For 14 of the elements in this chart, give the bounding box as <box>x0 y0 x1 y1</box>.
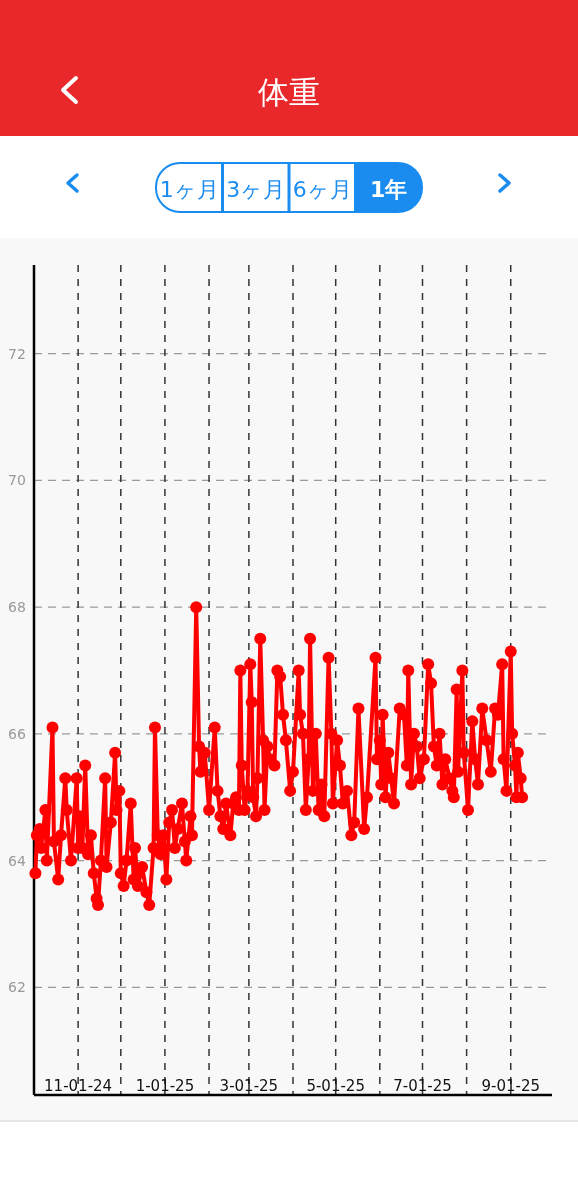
y-tick-label: 68 <box>8 599 26 616</box>
y-tick-label: 66 <box>8 725 26 742</box>
period-selector: 1ヶ月 3ヶ月 6ヶ月 1年 <box>155 162 423 213</box>
x-tick-label: 7-01-25 <box>393 1077 452 1095</box>
y-tick-label: 72 <box>8 345 26 362</box>
x-tick-label: 3-01-25 <box>219 1077 279 1095</box>
y-tick-label: 62 <box>8 979 26 996</box>
x-tick-label: 1-01-25 <box>135 1077 195 1095</box>
y-tick-label: 70 <box>8 472 26 489</box>
x-tick-label: 11-01-24 <box>44 1077 113 1095</box>
y-tick-label: 64 <box>8 852 26 869</box>
x-tick-label: 9-01-25 <box>481 1077 540 1095</box>
chart-title: 体重 <box>258 74 320 110</box>
x-tick-label: 5-01-25 <box>306 1077 365 1095</box>
